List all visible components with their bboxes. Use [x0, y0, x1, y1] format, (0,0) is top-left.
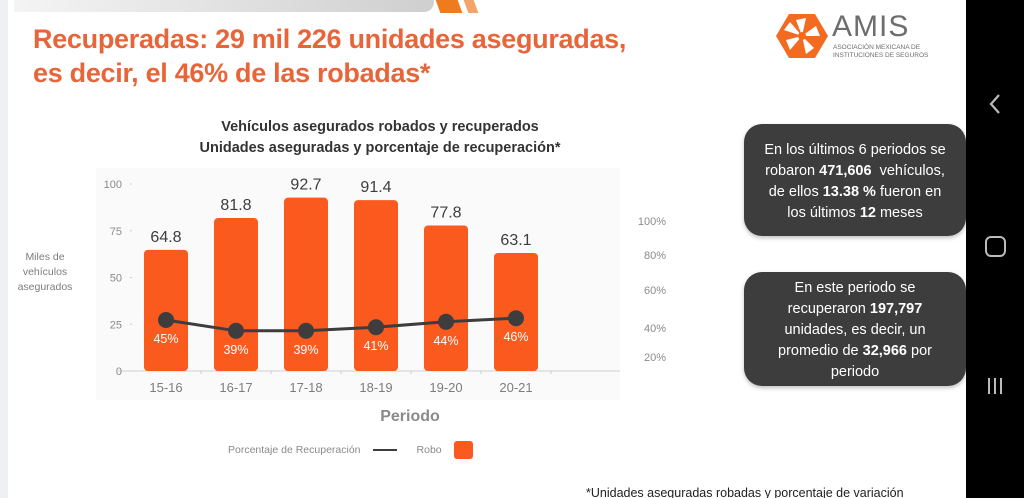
- y2-tick-label: 20%: [644, 352, 666, 364]
- x-tick-label: 16-17: [219, 380, 252, 395]
- bar-value-label: 91.4: [360, 179, 391, 196]
- x-axis-label: Periodo: [380, 408, 440, 425]
- stolen-total-value: 471,606: [819, 163, 872, 179]
- y-tick-label: 50: [110, 273, 122, 285]
- amis-hexagon-logo-icon: [776, 14, 828, 58]
- y2-tick-label: 80%: [644, 250, 666, 262]
- info-box-2-line-3: unidades, es decir, un: [784, 322, 926, 338]
- back-button[interactable]: [966, 92, 1024, 123]
- bar-value-label: 81.8: [220, 197, 251, 214]
- y-tick-label: 75: [110, 226, 122, 238]
- text: meses: [875, 205, 923, 221]
- x-tick-label: 15-16: [149, 380, 182, 395]
- bar-value-label: 64.8: [150, 229, 181, 246]
- text: por: [907, 343, 932, 359]
- x-tick-label: 18-19: [359, 380, 392, 395]
- text: recuperaron: [787, 301, 870, 317]
- info-box-2-line-5: periodo: [830, 364, 880, 380]
- y2-tick-label: 60%: [644, 285, 666, 297]
- legend-bar-label: Robo: [416, 444, 442, 456]
- bar-robo: [284, 197, 328, 371]
- legend-line-label: Porcentaje de Recuperación: [228, 444, 361, 456]
- recovery-percent-label: 39%: [293, 343, 318, 357]
- recovery-percent-label: 44%: [433, 334, 458, 348]
- text: promedio de: [778, 343, 863, 359]
- text: vehículos,: [871, 163, 945, 179]
- y-axis-label-line-2: vehículos: [22, 266, 68, 278]
- amis-logo: AMIS Asociación Mexicana de Institucione…: [776, 10, 936, 60]
- info-box-stolen-summary: En los últimos 6 periodos se robaron 471…: [744, 124, 966, 236]
- footnote: *Unidades aseguradas robadas y porcentaj…: [586, 486, 904, 498]
- recents-button[interactable]: [966, 376, 1024, 402]
- info-box-1-line-4: los últimos 12 meses: [744, 203, 966, 224]
- info-box-2-line-4: promedio de 32,966 por: [744, 341, 966, 362]
- info-box-2-line-2: recuperaron 197,797: [744, 299, 966, 320]
- recovery-percent-label: 45%: [153, 332, 178, 346]
- legend-bar-swatch: [453, 441, 473, 459]
- y-tick-label: 0: [116, 366, 122, 378]
- recovery-point: [158, 312, 174, 328]
- x-tick-label: 19-20: [429, 380, 462, 395]
- text: de ellos: [768, 184, 823, 200]
- y2-tick-label: 40%: [644, 323, 666, 335]
- y-tick-label: 100: [104, 179, 122, 191]
- slide-title: Recuperadas: 29 mil 226 unidades asegura…: [33, 22, 673, 90]
- text: robaron: [765, 163, 820, 179]
- y-axis-label-line-3: asegurados: [17, 281, 73, 293]
- y-axis-label: Miles de vehículos asegurados: [14, 250, 76, 295]
- stolen-percent-value: 13.38 %: [822, 184, 876, 200]
- y-axis-label-line-1: Miles de: [25, 251, 65, 263]
- left-edge-strip: [0, 0, 8, 498]
- recovered-total-value: 197,797: [869, 301, 923, 317]
- android-navigation-bar: [966, 0, 1024, 498]
- recovery-percent-label: 39%: [223, 343, 248, 357]
- chart-legend: Porcentaje de Recuperación Robo: [228, 440, 473, 460]
- bar-line-chart: 0 25 50 75 100 20% 40% 60% 80% 100% 64.8 15-16 81.8 1…: [104, 177, 667, 395]
- chart-title: Vehículos asegurados robados y recuperad…: [221, 119, 539, 135]
- months-value: 12: [859, 205, 876, 221]
- info-box-1-line-3: de ellos 13.38 % fueron en: [744, 182, 966, 203]
- recovered-average-value: 32,966: [862, 343, 907, 359]
- chart-title-block: Vehículos asegurados robados y recuperad…: [160, 117, 600, 159]
- recovery-line: [165, 316, 517, 333]
- chart-subtitle: Unidades aseguradas y porcentaje de recu…: [199, 140, 561, 156]
- slide-title-line-2: es decir, el 46% de las robadas*: [33, 58, 431, 88]
- three-bars-icon: [988, 378, 1002, 394]
- y2-tick-label: 100%: [638, 216, 666, 228]
- bar-value-label: 77.8: [430, 205, 461, 222]
- recovery-point: [368, 319, 384, 336]
- recovery-point: [298, 322, 314, 339]
- text: los últimos: [787, 205, 860, 221]
- bar-value-label: 92.7: [290, 177, 321, 194]
- recovery-point: [508, 310, 524, 327]
- recovery-percent-label: 41%: [363, 339, 388, 353]
- info-box-2-line-1: En este periodo se: [794, 280, 916, 296]
- legend-line-swatch: [372, 449, 397, 451]
- logo-subtitle-line-1: Asociación Mexicana de: [833, 44, 921, 51]
- bar-value-label: 63.1: [500, 232, 531, 249]
- logo-subtitle-line-2: Instituciones de Seguros: [833, 52, 929, 59]
- info-box-1-line-1: En los últimos 6 periodos se: [764, 142, 946, 158]
- info-box-recovered-summary: En este periodo se recuperaron 197,797 u…: [744, 272, 966, 386]
- logo-subtitle: Asociación Mexicana de Instituciones de …: [833, 44, 933, 60]
- logo-wordmark: AMIS: [832, 10, 910, 43]
- slide-title-line-1: Recuperadas: 29 mil 226 unidades asegura…: [33, 24, 627, 54]
- x-tick-label: 20-21: [499, 380, 532, 395]
- recovery-point: [438, 313, 454, 330]
- x-tick-label: 17-18: [289, 380, 322, 395]
- bar-robo: [214, 218, 258, 371]
- top-decorative-bar: [14, 0, 434, 12]
- rounded-square-icon: [984, 236, 1006, 257]
- home-button[interactable]: [966, 236, 1024, 262]
- bar-robo: [424, 225, 468, 371]
- presentation-slide: Recuperadas: 29 mil 226 unidades asegura…: [0, 0, 966, 498]
- recovery-point: [228, 322, 244, 339]
- y-tick-label: 25: [110, 319, 122, 331]
- chevron-left-icon: [989, 94, 1000, 114]
- text: fueron en: [875, 184, 942, 200]
- recovery-percent-label: 46%: [503, 330, 528, 344]
- bar-robo: [144, 249, 188, 371]
- info-box-1-line-2: robaron 471,606 vehículos,: [744, 161, 966, 182]
